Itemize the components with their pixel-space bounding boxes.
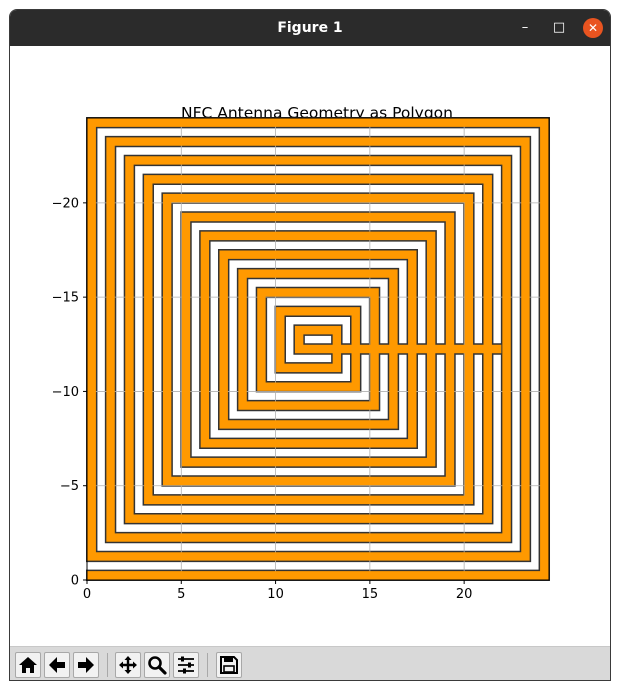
home-icon: [19, 657, 37, 673]
y-tick-label: −5: [60, 479, 79, 494]
x-tick-label: 10: [267, 587, 284, 602]
toolbar-separator: [207, 653, 208, 677]
x-tick-label: 20: [456, 587, 473, 602]
x-tick-label: 0: [83, 587, 91, 602]
minimize-button[interactable]: –: [521, 20, 529, 35]
pan-icon: [119, 656, 137, 674]
y-tick-label: 0: [71, 574, 79, 589]
figure-canvas[interactable]: NFC Antenna Geometry as Polygon 0 5 10 15 20…: [10, 46, 610, 646]
zoom-icon: [148, 656, 167, 675]
close-button[interactable]: ✕: [583, 18, 603, 38]
save-icon: [220, 656, 238, 674]
forward-arrow-icon: [78, 657, 94, 673]
configure-subplots-button[interactable]: [173, 652, 199, 678]
figure-window: Figure 1 – □ ✕ NFC Antenna Geometry as P…: [9, 9, 611, 681]
title-bar[interactable]: Figure 1 – □ ✕: [10, 10, 610, 46]
chart: NFC Antenna Geometry as Polygon 0 5 10 15 20…: [52, 104, 551, 602]
y-tick-label: −20: [52, 196, 79, 211]
y-axis: 0 −5 −10 −15 −20: [52, 196, 87, 589]
spiral-trace-fill: [87, 118, 549, 580]
back-button[interactable]: [44, 652, 70, 678]
y-tick-label: −10: [52, 385, 79, 400]
y-tick-label: −15: [52, 291, 79, 306]
x-tick-label: 15: [362, 587, 379, 602]
home-button[interactable]: [15, 652, 41, 678]
x-tick-label: 5: [177, 587, 185, 602]
toolbar-separator: [107, 653, 108, 677]
window-title: Figure 1: [277, 20, 343, 36]
navigation-toolbar: [10, 646, 610, 680]
pan-button[interactable]: [115, 652, 141, 678]
spiral-trace: [87, 118, 549, 580]
axes-frame: [86, 117, 550, 581]
back-arrow-icon: [49, 657, 65, 673]
save-button[interactable]: [216, 652, 242, 678]
forward-button[interactable]: [73, 652, 99, 678]
zoom-button[interactable]: [144, 652, 170, 678]
x-axis: 0 5 10 15 20: [83, 580, 473, 602]
configure-subplots-icon: [178, 656, 194, 674]
maximize-button[interactable]: □: [552, 20, 566, 35]
